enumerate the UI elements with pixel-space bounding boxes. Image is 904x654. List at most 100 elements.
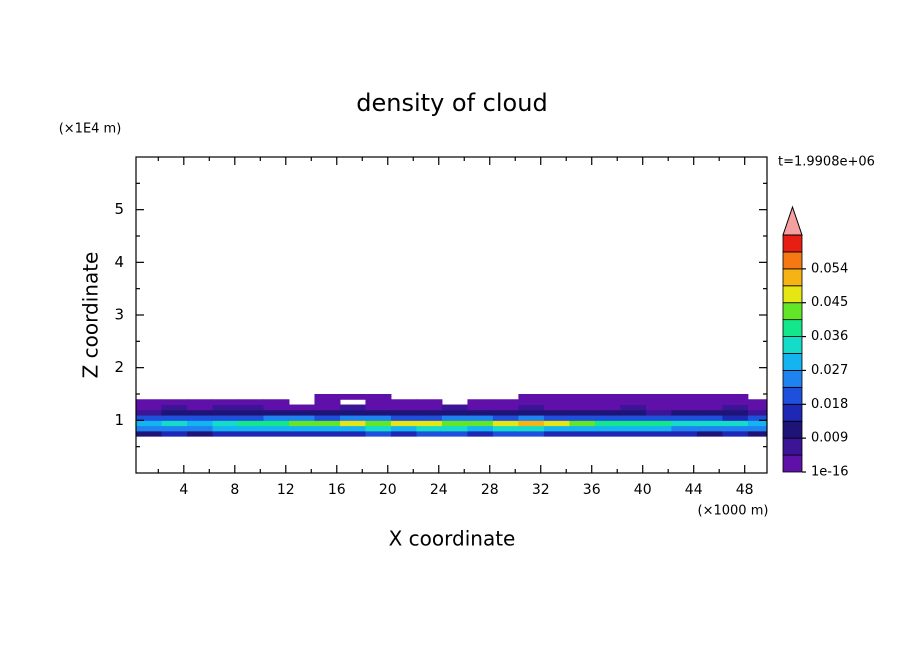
density-cell — [722, 404, 749, 411]
density-cell — [416, 399, 443, 406]
density-cell — [263, 425, 290, 432]
colorbar-tick-label: 0.027 — [811, 363, 848, 378]
x-tick-label: 20 — [379, 482, 397, 498]
density-cell — [390, 415, 417, 421]
density-cell — [390, 404, 417, 411]
density-cell — [136, 415, 162, 421]
y-tick-label: 4 — [114, 253, 124, 271]
density-cell — [594, 394, 621, 400]
density-cell — [161, 415, 188, 421]
density-cell — [288, 404, 315, 411]
density-cell — [186, 415, 213, 421]
density-cell — [339, 404, 366, 411]
density-cell — [543, 404, 570, 411]
density-cell — [645, 430, 672, 437]
density-cell — [136, 420, 162, 427]
density-cell — [237, 425, 264, 432]
density-cell — [390, 399, 417, 406]
density-cell — [696, 425, 723, 432]
density-cell — [645, 425, 672, 432]
density-cell — [288, 415, 315, 421]
density-cell — [237, 409, 264, 416]
colorbar-box — [782, 251, 803, 270]
x-tick-label: 24 — [430, 482, 448, 498]
density-cell — [722, 430, 749, 437]
density-cell — [543, 399, 570, 406]
density-cell — [136, 430, 162, 437]
colorbar-box — [782, 420, 803, 439]
density-cell — [161, 404, 188, 411]
density-cell — [467, 404, 494, 411]
density-cell — [161, 409, 188, 416]
density-cell — [263, 399, 290, 406]
density-cell — [390, 425, 417, 432]
colorbar-box — [782, 437, 803, 456]
density-cell — [441, 425, 468, 432]
density-cell — [722, 415, 749, 421]
density-cell — [365, 409, 392, 416]
density-cell — [594, 415, 621, 421]
density-cell — [212, 409, 239, 416]
density-cell — [212, 420, 239, 427]
density-cell — [696, 394, 723, 400]
density-cell — [518, 420, 545, 427]
colorbar-tick-label: 1e-16 — [811, 465, 849, 480]
density-cell — [722, 425, 749, 432]
density-cell — [288, 430, 315, 437]
density-cell — [696, 409, 723, 416]
density-cell — [186, 425, 213, 432]
density-cell — [212, 415, 239, 421]
colorbar-box — [782, 454, 803, 473]
density-cell — [569, 430, 596, 437]
density-cell — [136, 399, 162, 406]
density-cell — [492, 399, 519, 406]
y-tick-label: 3 — [114, 306, 124, 324]
colorbar-box — [782, 268, 803, 287]
density-cell — [136, 409, 162, 416]
density-cell — [543, 409, 570, 416]
density-cell — [339, 425, 366, 432]
density-cell — [365, 425, 392, 432]
density-cell — [569, 399, 596, 406]
chart-title: density of cloud — [356, 89, 547, 117]
colorbar-box — [782, 370, 803, 388]
density-cell — [365, 415, 392, 421]
density-cell — [569, 420, 596, 427]
density-cell — [543, 420, 570, 427]
density-cell — [569, 415, 596, 421]
colorbar-tick-label: 0.018 — [811, 397, 848, 412]
density-cell — [594, 404, 621, 411]
density-cell — [492, 420, 519, 427]
density-cell — [212, 430, 239, 437]
density-cell — [237, 399, 264, 406]
density-cell — [416, 415, 443, 421]
density-cell — [722, 420, 749, 427]
density-cell — [136, 404, 162, 411]
density-cell — [339, 394, 366, 400]
x-tick-label: 48 — [736, 482, 754, 498]
density-cell — [645, 394, 672, 400]
colorbar-box — [782, 302, 803, 321]
density-cell — [339, 420, 366, 427]
density-cell — [747, 430, 767, 437]
density-cell — [161, 420, 188, 427]
density-cell — [696, 415, 723, 421]
contour-field — [136, 394, 767, 437]
density-cell — [594, 399, 621, 406]
density-cell — [416, 404, 443, 411]
density-cell — [645, 409, 672, 416]
density-cell — [365, 394, 392, 400]
density-cell — [314, 425, 341, 432]
density-cell — [696, 399, 723, 406]
density-cell — [671, 430, 698, 437]
density-cell — [212, 399, 239, 406]
density-cell — [186, 404, 213, 411]
x-tick-label: 12 — [277, 482, 295, 498]
density-cell — [594, 420, 621, 427]
density-cell — [518, 409, 545, 416]
density-cell — [237, 430, 264, 437]
density-cell — [722, 409, 749, 416]
x-tick-label: 44 — [685, 482, 703, 498]
density-cell — [390, 409, 417, 416]
